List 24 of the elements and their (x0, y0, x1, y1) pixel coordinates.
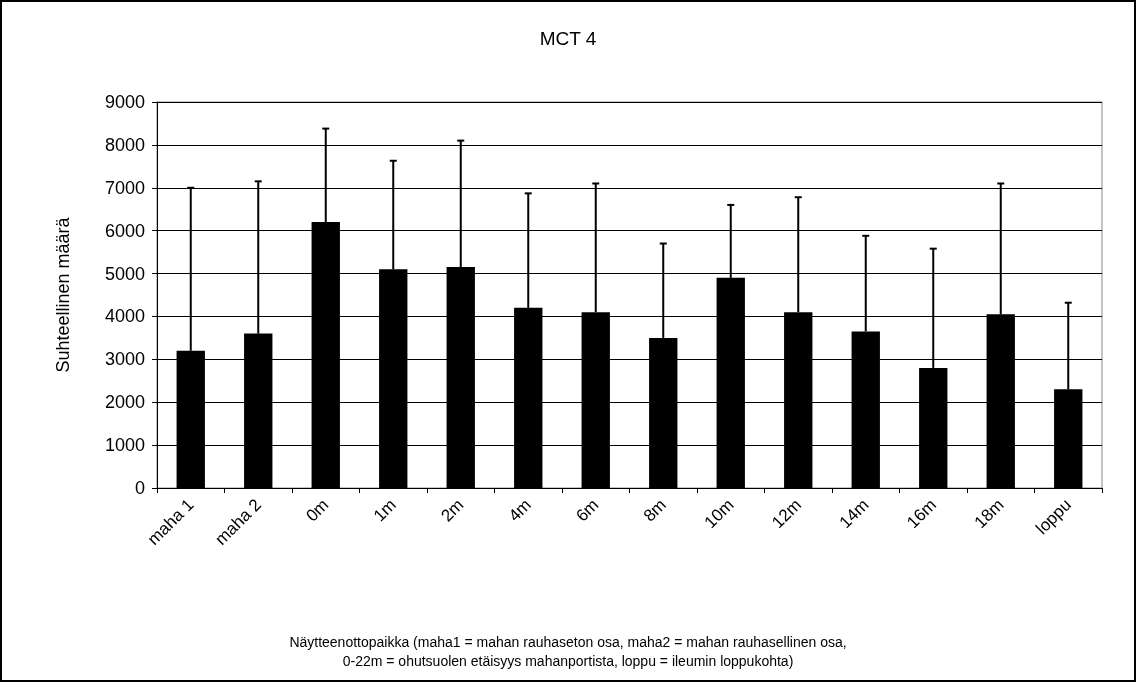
y-tick-label: 9000 (104, 92, 145, 112)
x-tick-label: 1m (369, 495, 400, 526)
y-tick-label: 3000 (104, 349, 145, 370)
x-tick-label: 8m (639, 495, 670, 526)
x-tick-label: 14m (835, 495, 873, 533)
y-tick-label: 6000 (104, 220, 145, 241)
x-tick-label: 4m (504, 495, 535, 526)
x-tick-label: 10m (700, 495, 738, 533)
x-tick-label: 6m (572, 495, 603, 526)
y-tick-label: 0 (134, 478, 145, 498)
y-tick-label: 5000 (104, 263, 145, 284)
text: Näytteenottopaikka (maha1 = mahan rauhaseton osa, maha2 = mahan rauhasellinen osa, 0-22m = ohutsuolen etäisyys mahanportista, loppu = ileumin loppukohta) (289, 633, 847, 669)
y-tick-label: 8000 (104, 134, 145, 155)
x-tick-label: 16m (903, 495, 940, 533)
y-tick-label: 1000 (104, 435, 145, 456)
x-tick-label: 0m (302, 495, 333, 526)
x-tick-label: 18m (970, 495, 1008, 533)
x-tick-label: 12m (768, 495, 805, 533)
y-tick-label: 7000 (104, 177, 145, 198)
y-tick-label: 4000 (104, 306, 145, 327)
y-tick-label: 2000 (104, 392, 145, 413)
chart-title: MCT 4 (539, 28, 597, 49)
x-tick-label: 2m (437, 495, 468, 526)
y-axis-title: Suhteellinen määrä (53, 216, 73, 373)
